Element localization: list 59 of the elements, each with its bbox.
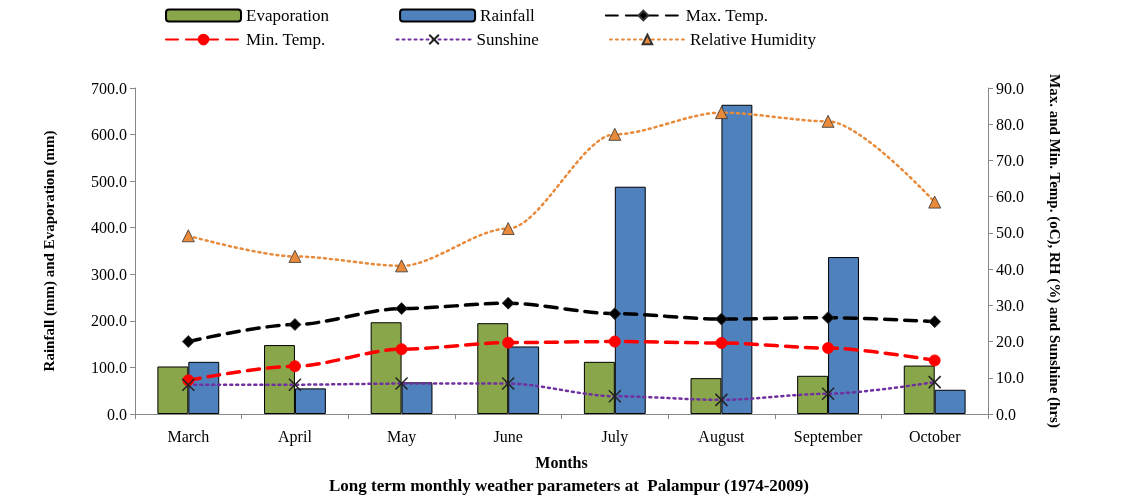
y2-tick-label: 80.0	[996, 115, 1024, 133]
point	[395, 259, 408, 273]
x-tick-label: June	[493, 427, 523, 445]
point	[501, 296, 515, 310]
legend-label: Evaporation	[246, 6, 330, 25]
y2-tick-label: 20.0	[996, 333, 1024, 351]
point	[715, 106, 728, 120]
y2-tick-label: 0.0	[996, 405, 1016, 423]
legend-label: Max. Temp.	[685, 6, 768, 25]
point	[821, 114, 835, 128]
y-tick-label: 500.0	[91, 172, 127, 190]
y-axis-title: Rainfall (mm) and Evaporation (mm)	[40, 130, 58, 372]
point	[822, 342, 834, 354]
point	[715, 337, 728, 349]
y2-axis-title: Max. and Min. Temp. (oC), RH (%) and Sunshine (hrs)	[1045, 74, 1063, 428]
x-tick-label: April	[278, 427, 313, 446]
point	[181, 335, 195, 348]
y-tick-label: 200.0	[91, 312, 127, 330]
x-tick-label: October	[908, 427, 962, 445]
point	[928, 354, 941, 367]
y2-tick-label: 10.0	[996, 369, 1024, 387]
legend-label: Min. Temp.	[246, 30, 326, 49]
y-tick-label: 100.0	[91, 358, 127, 376]
x-tick-label: May	[386, 427, 417, 446]
x-axis-title: Months	[535, 453, 588, 471]
point	[928, 195, 942, 209]
y-tick-label: 600.0	[91, 126, 127, 144]
y2-tick-label: 30.0	[996, 296, 1024, 314]
point	[288, 250, 302, 263]
point	[181, 229, 195, 243]
y2-tick-label: 50.0	[996, 224, 1024, 242]
y-tick-label: 0.0	[107, 405, 127, 423]
x-tick-label: March	[167, 427, 210, 445]
legend-label: Sunshine	[476, 30, 539, 49]
y2-tick-label: 70.0	[996, 151, 1024, 169]
x-tick-label: August	[698, 427, 746, 446]
y-tick-label: 400.0	[91, 219, 127, 237]
point	[928, 315, 942, 329]
point	[502, 336, 515, 349]
y2-tick-label: 60.0	[996, 188, 1024, 206]
point	[608, 307, 622, 321]
y-tick-label: 300.0	[91, 265, 127, 283]
legend-label: Rainfall	[480, 6, 536, 25]
point	[715, 312, 728, 326]
x-tick-label: September	[793, 427, 863, 446]
point	[395, 343, 408, 356]
point	[501, 222, 515, 235]
point	[821, 311, 835, 325]
x-tick-label: July	[601, 427, 629, 446]
y2-tick-label: 40.0	[996, 260, 1024, 278]
point	[608, 127, 622, 141]
point	[289, 360, 301, 373]
point	[288, 318, 302, 331]
text: Long term monthly weather parameters at Palampur (1974-2009)	[328, 476, 810, 495]
y2-tick-label: 90.0	[996, 79, 1024, 97]
point	[395, 302, 408, 315]
legend-label: Relative Humidity	[689, 30, 817, 49]
point	[608, 335, 621, 348]
y-tick-label: 700.0	[91, 79, 127, 97]
